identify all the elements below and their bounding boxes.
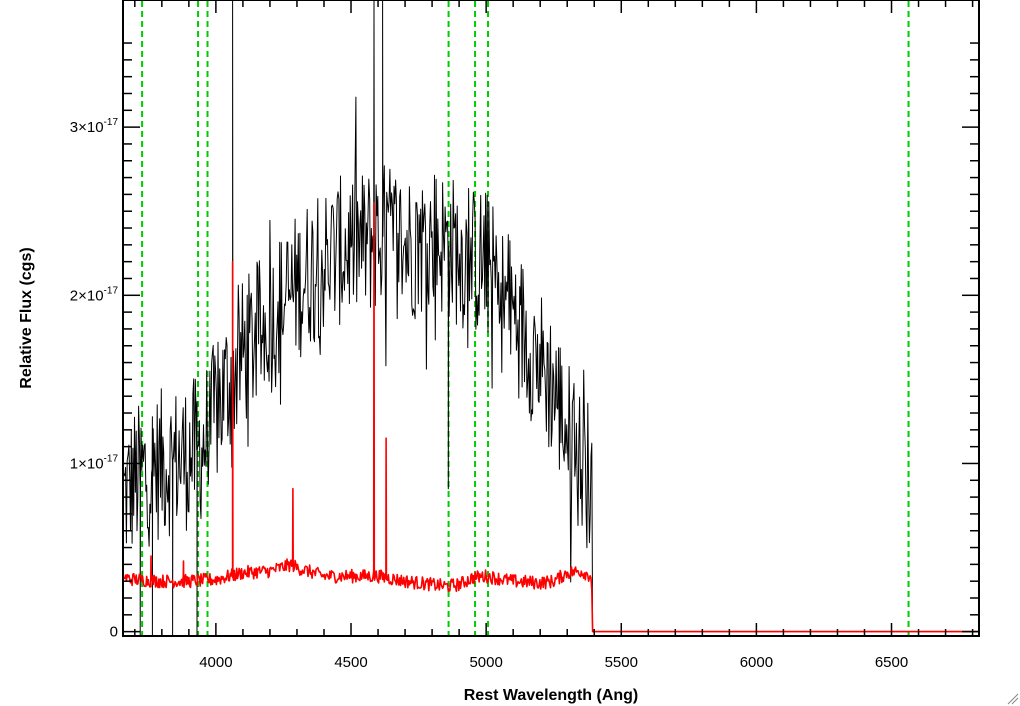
y-axis-title: Relative Flux (cgs) xyxy=(18,247,35,388)
y-tick-exponent: -17 xyxy=(104,285,119,296)
y-tick-exponent: -17 xyxy=(104,453,119,464)
plot-frame xyxy=(122,0,980,637)
y-tick-label: 1×10-17 xyxy=(70,453,119,472)
x-tick-label: 5000 xyxy=(469,654,502,671)
x-tick-label: 6000 xyxy=(740,654,773,671)
x-tick-label: 4500 xyxy=(334,654,367,671)
x-tick-label: 4000 xyxy=(199,654,232,671)
y-tick-mantissa: 1×10 xyxy=(70,455,104,472)
y-tick-label: 0 xyxy=(110,624,118,641)
y-tick-mantissa: 3×10 xyxy=(70,119,104,136)
y-tick-mantissa: 2×10 xyxy=(70,287,104,304)
y-tick-mantissa: 0 xyxy=(110,624,118,641)
flux-series-line xyxy=(123,0,978,636)
error-series-line xyxy=(123,202,978,633)
y-tick-exponent: -17 xyxy=(104,117,119,128)
x-tick-label: 5500 xyxy=(605,654,638,671)
y-tick-label: 2×10-17 xyxy=(70,285,119,304)
x-axis-title: Rest Wavelength (Ang) xyxy=(464,687,639,704)
x-tick-label: 6500 xyxy=(875,654,908,671)
resize-grip-icon xyxy=(1007,693,1019,705)
series-layer xyxy=(123,0,978,636)
tick-labels: 4000 4500 5000 5500 6000 650001×10-172×10-173… xyxy=(70,117,908,671)
reference-lines xyxy=(141,1,910,635)
y-tick-label: 3×10-17 xyxy=(70,117,119,136)
axis-ticks xyxy=(124,1,978,635)
